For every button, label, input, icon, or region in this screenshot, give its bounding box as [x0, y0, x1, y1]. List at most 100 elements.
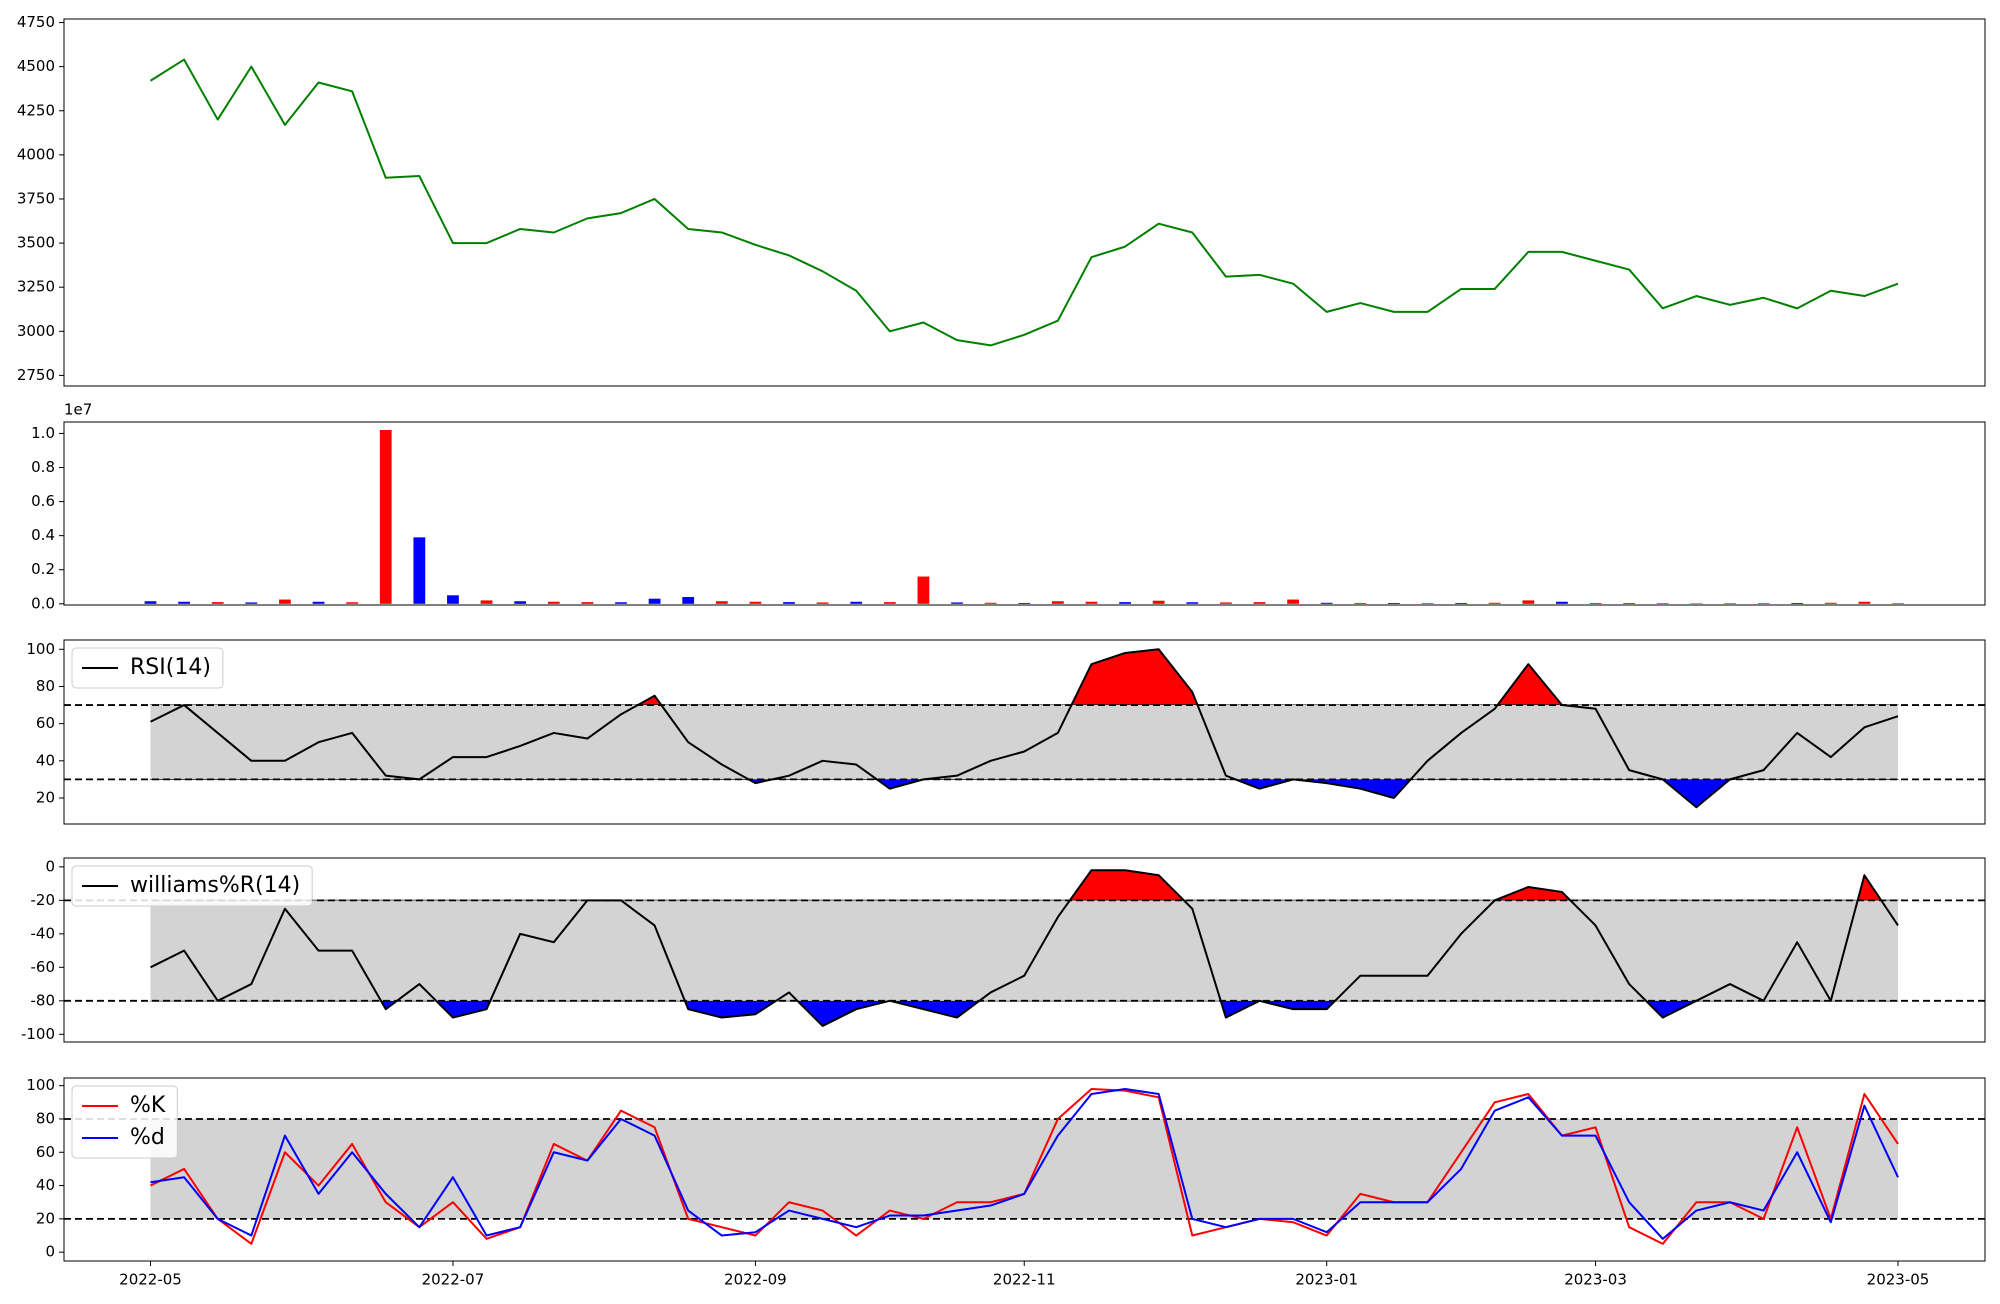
volume-bar: [178, 601, 190, 604]
y-tick-label: 0: [45, 1243, 55, 1261]
y-tick-label: 3500: [17, 234, 55, 252]
volume-bar: [951, 602, 963, 604]
volume-bar: [783, 602, 795, 604]
volume-bar: [211, 602, 224, 604]
series-line: [149, 58, 1899, 347]
legend-label: williams%R(14): [130, 873, 300, 898]
x-tick-label: 2022-05: [119, 1271, 182, 1289]
series-line: [150, 648, 1899, 809]
x-tick-label: 2022-11: [993, 1271, 1056, 1289]
y-tick-label: 100: [26, 1076, 55, 1094]
y-tick-label: 20: [36, 788, 55, 806]
y-tick-label: 100: [26, 640, 55, 658]
axes-frame: [63, 857, 1986, 1043]
volume-bar: [749, 601, 762, 604]
y-tick-label: 20: [36, 1209, 55, 1227]
volume-bar: [1858, 601, 1871, 604]
oversold-fill: [149, 779, 1899, 809]
y-tick-label: 0.4: [31, 526, 55, 544]
y-tick-label: 0.8: [31, 458, 55, 476]
volume-bar: [1757, 603, 1770, 604]
volume-bar: [312, 601, 325, 604]
volume-bar: [1589, 602, 1602, 604]
volume-bar: [615, 602, 627, 604]
volume-bar: [581, 602, 594, 604]
legend: RSI(14): [71, 647, 224, 689]
axes-frame: [63, 421, 1986, 606]
volume-bar: [1455, 602, 1468, 604]
volume-bar: [917, 576, 930, 604]
volume-bar: [1186, 602, 1199, 604]
y-tick-label: 4000: [17, 145, 55, 163]
y-tick-label: 80: [36, 677, 55, 695]
volume-bar: [379, 430, 392, 604]
volume-bar: [514, 601, 527, 604]
legend-box: [71, 647, 224, 689]
volume-bar: [547, 601, 560, 604]
y-tick-label: 40: [36, 1176, 55, 1194]
volume-bar: [1018, 602, 1031, 604]
volume-bar: [1287, 599, 1299, 604]
y-tick-label: 1.0: [31, 424, 55, 442]
volume-bar: [1892, 603, 1904, 604]
series-line: [150, 1087, 1899, 1240]
y-tick-label: -20: [31, 891, 56, 909]
volume-bar: [1253, 602, 1266, 604]
x-tick-label: 2023-05: [1867, 1271, 1930, 1289]
neutral-band: [150, 900, 1898, 1001]
volume-bar: [1824, 602, 1837, 604]
y-tick-label: 3250: [17, 278, 55, 296]
axis-offset-text: 1e7: [64, 401, 92, 419]
volume-bar: [1656, 603, 1669, 604]
legend-box: [71, 865, 313, 907]
legend: %K %d: [71, 1085, 178, 1159]
volume-bar: [447, 595, 459, 604]
volume-bar: [1522, 600, 1535, 604]
legend: williams%R(14): [71, 865, 313, 907]
volume-bar: [883, 602, 896, 604]
volume-bar: [682, 596, 695, 604]
y-tick-label: 80: [36, 1109, 55, 1127]
y-tick-label: 40: [36, 751, 55, 769]
volume-bar: [1051, 601, 1064, 604]
y-tick-label: -40: [31, 924, 56, 942]
axes-frame: [63, 639, 1986, 825]
volume-bar: [1085, 601, 1098, 604]
volume-bar: [346, 602, 359, 604]
legend-label: RSI(14): [130, 655, 211, 680]
legend-label: %d: [130, 1125, 165, 1150]
volume-bar: [1623, 603, 1636, 604]
y-tick-label: 4750: [17, 13, 55, 31]
y-tick-label: -100: [21, 1025, 55, 1043]
volume-bar: [1724, 603, 1736, 604]
neutral-band: [150, 705, 1898, 780]
volume-bar: [1152, 600, 1165, 604]
neutral-band: [150, 1118, 1898, 1219]
volume-bar: [1388, 602, 1400, 604]
volume-bar: [245, 602, 258, 604]
y-tick-label: 0.0: [31, 594, 55, 612]
y-tick-label: 0.6: [31, 492, 55, 510]
y-tick-label: 3750: [17, 189, 55, 207]
x-tick-label: 2022-07: [422, 1271, 485, 1289]
volume-bar: [1690, 603, 1703, 604]
volume-bar: [1320, 602, 1333, 604]
legend-label: %K: [130, 1093, 166, 1118]
volume-bar: [850, 601, 863, 604]
y-tick-label: 2750: [17, 366, 55, 384]
volume-bar: [1556, 601, 1568, 604]
x-tick-label: 2023-01: [1295, 1271, 1358, 1289]
y-tick-label: 0.2: [31, 560, 55, 578]
legend-box: [71, 1085, 178, 1159]
volume-bar: [1220, 602, 1232, 604]
volume-bar: [279, 599, 291, 604]
volume-bar: [1119, 602, 1131, 604]
volume-bar: [144, 601, 157, 604]
x-tick-label: 2022-09: [724, 1271, 787, 1289]
axes-frame: [63, 18, 1986, 387]
volume-bar: [984, 602, 997, 604]
volume-bar: [648, 598, 661, 604]
volume-bar: [413, 537, 426, 604]
